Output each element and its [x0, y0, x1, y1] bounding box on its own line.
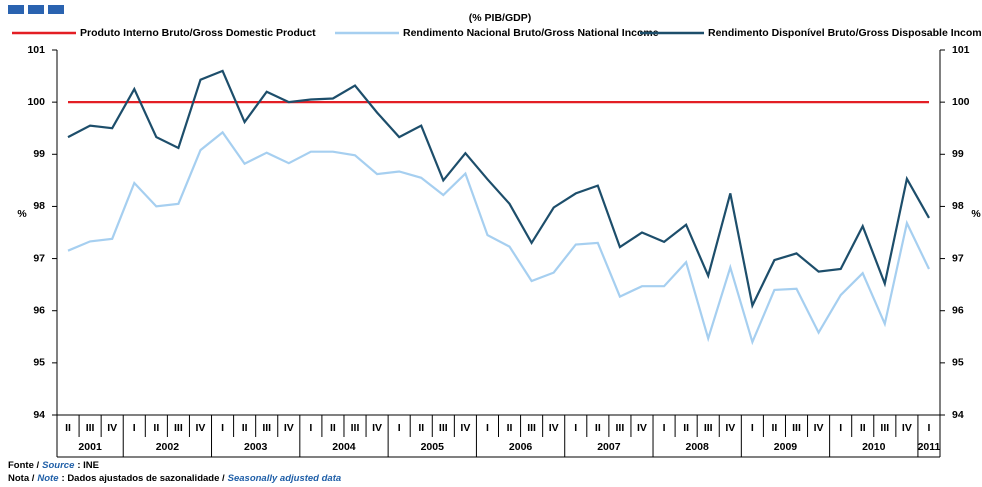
x-tick-label: III	[704, 422, 713, 434]
x-tick-label: II	[330, 422, 336, 434]
y-tick-label: 101	[27, 44, 45, 56]
year-label: 2002	[156, 441, 180, 453]
y-axis-label: %	[971, 208, 981, 220]
y-tick-label: 101	[952, 44, 970, 56]
y-tick-label: 96	[952, 304, 964, 316]
y-tick-label: 97	[33, 252, 45, 264]
x-tick-label: II	[153, 422, 159, 434]
x-tick-label: III	[439, 422, 448, 434]
x-tick-label: I	[839, 422, 842, 434]
x-tick-label: III	[527, 422, 536, 434]
year-label: 2007	[597, 441, 621, 453]
logo-square	[28, 5, 44, 14]
x-tick-label: IV	[107, 422, 117, 434]
legend-label: Rendimento Nacional Bruto/Gross National…	[403, 27, 659, 39]
year-label: 2011	[918, 441, 941, 453]
legend-label: Rendimento Disponível Bruto/Gross Dispos…	[708, 27, 982, 39]
x-tick-label: I	[663, 422, 666, 434]
x-tick-label: III	[86, 422, 95, 434]
note-part: Fonte /	[8, 460, 39, 471]
note-part: Note	[37, 473, 59, 484]
x-tick-label: I	[751, 422, 754, 434]
y-tick-label: 96	[33, 304, 45, 316]
year-label: 2006	[509, 441, 533, 453]
series-line	[67, 130, 930, 346]
note-part: Source	[42, 460, 75, 471]
x-tick-label: I	[398, 422, 401, 434]
y-tick-label: 100	[27, 96, 45, 108]
year-label: 2004	[332, 441, 356, 453]
x-tick-label: III	[880, 422, 889, 434]
note-part: : INE	[77, 460, 99, 471]
series-line	[67, 69, 930, 309]
x-tick-label: II	[860, 422, 866, 434]
legend-label: Produto Interno Bruto/Gross Domestic Pro…	[80, 27, 316, 39]
note: Fonte / Source: INE	[8, 460, 99, 471]
y-tick-label: 99	[33, 148, 45, 160]
x-tick-label: II	[683, 422, 689, 434]
x-tick-label: III	[174, 422, 183, 434]
x-tick-label: II	[772, 422, 778, 434]
note-part: Nota /	[8, 473, 35, 484]
x-tick-label: I	[309, 422, 312, 434]
y-tick-label: 98	[33, 200, 45, 212]
year-label: 2005	[421, 441, 445, 453]
year-label: 2009	[774, 441, 798, 453]
year-label: 2010	[862, 441, 886, 453]
x-tick-label: II	[242, 422, 248, 434]
x-tick-label: III	[792, 422, 801, 434]
x-tick-label: IV	[372, 422, 382, 434]
x-tick-label: IV	[284, 422, 294, 434]
y-tick-label: 98	[952, 200, 964, 212]
y-tick-label: 100	[952, 96, 970, 108]
x-tick-label: IV	[725, 422, 735, 434]
x-tick-label: II	[595, 422, 601, 434]
x-tick-label: IV	[814, 422, 824, 434]
x-tick-label: I	[221, 422, 224, 434]
x-tick-label: IV	[196, 422, 206, 434]
year-label: 2003	[244, 441, 268, 453]
logo-square	[48, 5, 64, 14]
y-tick-label: 95	[33, 357, 45, 369]
x-tick-label: IV	[902, 422, 912, 434]
x-tick-label: IV	[549, 422, 559, 434]
x-tick-label: III	[616, 422, 625, 434]
y-tick-label: 97	[952, 252, 964, 264]
logo-square	[8, 5, 24, 14]
x-tick-label: II	[418, 422, 424, 434]
year-label: 2008	[685, 441, 709, 453]
x-tick-label: IV	[460, 422, 470, 434]
note: Nota / Note: Dados ajustados de sazonalid…	[8, 473, 341, 484]
x-tick-label: IV	[637, 422, 647, 434]
x-tick-label: I	[486, 422, 489, 434]
y-axis-label: %	[17, 208, 27, 220]
y-tick-label: 94	[952, 409, 964, 421]
year-label: 2001	[78, 441, 102, 453]
x-tick-label: II	[507, 422, 513, 434]
x-tick-label: I	[574, 422, 577, 434]
x-tick-label: III	[351, 422, 360, 434]
x-tick-label: II	[65, 422, 71, 434]
y-tick-label: 94	[33, 409, 45, 421]
note-part: Seasonally adjusted data	[228, 473, 342, 484]
x-tick-label: I	[133, 422, 136, 434]
y-tick-label: 95	[952, 357, 964, 369]
y-tick-label: 99	[952, 148, 964, 160]
chart-subtitle: (% PIB/GDP)	[469, 12, 531, 24]
x-tick-label: I	[928, 422, 931, 434]
note-part: : Dados ajustados de sazonalidade /	[62, 473, 225, 484]
x-tick-label: III	[262, 422, 271, 434]
